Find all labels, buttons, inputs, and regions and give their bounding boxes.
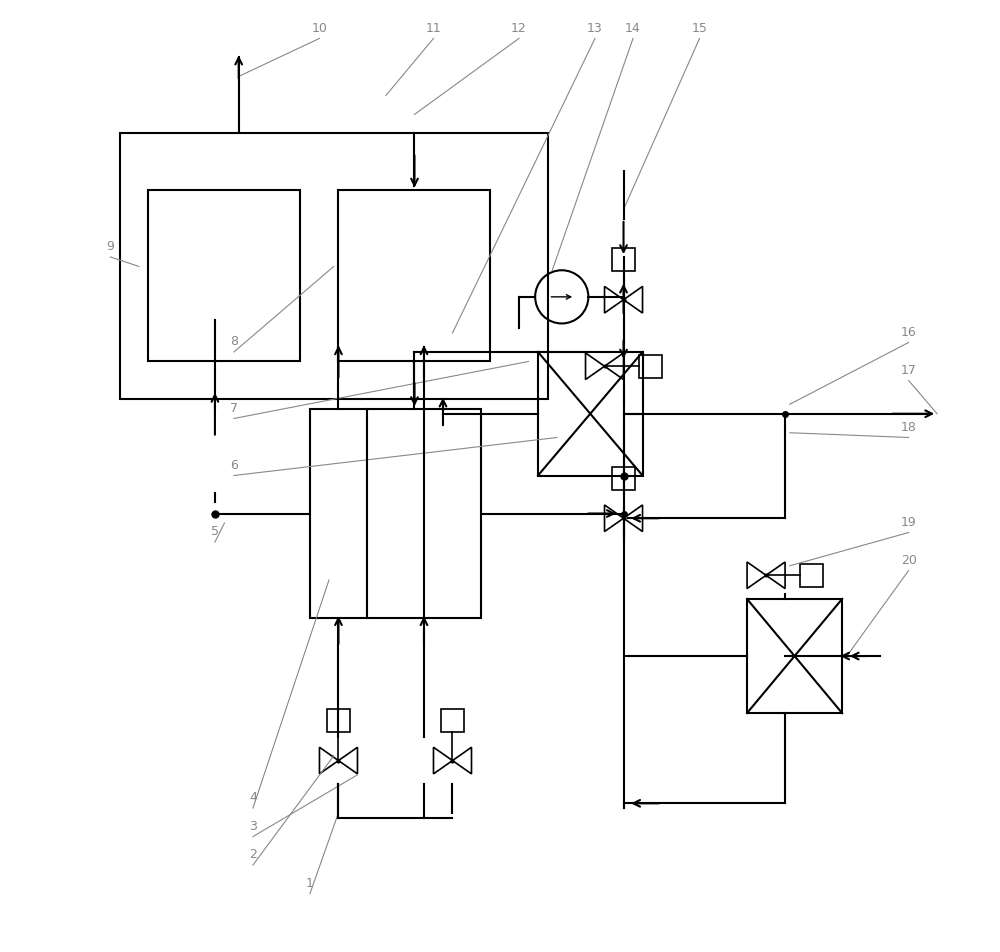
- Bar: [538, 352, 643, 476]
- Bar: [120, 134, 548, 400]
- Bar: [310, 409, 481, 619]
- Text: 13: 13: [587, 22, 603, 34]
- Bar: [612, 467, 635, 490]
- Text: 8: 8: [230, 335, 238, 347]
- Text: 9: 9: [106, 240, 114, 253]
- Text: 15: 15: [692, 22, 707, 34]
- Text: 2: 2: [249, 847, 257, 861]
- Text: 14: 14: [625, 22, 641, 34]
- Text: 3: 3: [249, 819, 257, 832]
- Text: 11: 11: [426, 22, 441, 34]
- Text: 12: 12: [511, 22, 527, 34]
- Text: 1: 1: [306, 876, 314, 889]
- Bar: [148, 191, 300, 362]
- Text: 19: 19: [901, 515, 916, 528]
- Bar: [612, 249, 635, 272]
- Bar: [338, 191, 490, 362]
- Bar: [639, 355, 662, 378]
- Text: 4: 4: [249, 790, 257, 803]
- Text: 16: 16: [901, 326, 916, 338]
- Bar: [800, 565, 823, 587]
- Bar: [327, 709, 350, 732]
- Bar: [441, 709, 464, 732]
- Text: 10: 10: [312, 22, 327, 34]
- Text: 5: 5: [211, 525, 219, 538]
- Bar: [747, 600, 842, 713]
- Text: 17: 17: [901, 364, 917, 376]
- Text: 6: 6: [230, 458, 238, 471]
- Text: 20: 20: [901, 553, 917, 566]
- Text: 18: 18: [901, 420, 917, 433]
- Text: 7: 7: [230, 402, 238, 414]
